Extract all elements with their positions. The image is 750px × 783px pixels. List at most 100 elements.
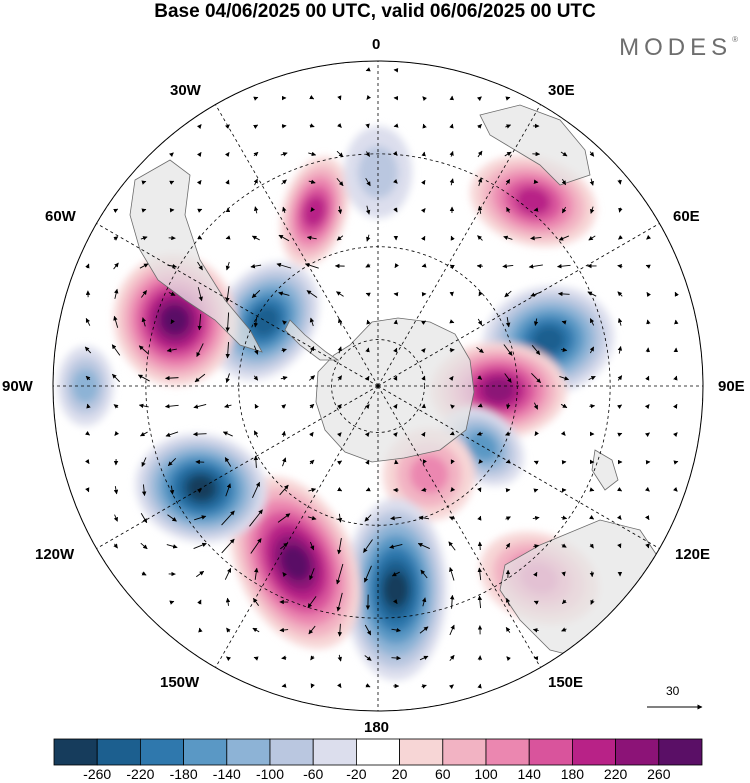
wind-vector [253, 430, 259, 438]
lon-label-90w: 90W [2, 378, 33, 395]
wind-vector [617, 404, 622, 410]
wind-vector [140, 431, 148, 437]
wind-vector [421, 320, 427, 325]
wind-vector [86, 403, 91, 409]
wind-vector [588, 375, 596, 381]
colorbar-swatch [528, 738, 573, 766]
lon-label-60e: 60E [673, 208, 700, 225]
wind-vector [281, 348, 287, 353]
colorbar-tick-label: 60 [435, 766, 451, 782]
wind-vector [198, 627, 203, 633]
wind-vector [337, 654, 342, 662]
wind-vector [225, 341, 230, 359]
wind-vector [505, 542, 511, 550]
wind-vector [477, 177, 483, 187]
lon-label-30e: 30E [548, 82, 575, 99]
wind-vector [196, 124, 202, 130]
wind-vector [112, 373, 120, 383]
wind-vector [221, 538, 235, 554]
wind-vector [337, 404, 342, 409]
wind-vector [84, 459, 90, 465]
wind-vector [306, 235, 317, 241]
wind-vector [393, 123, 399, 128]
wind-vector [560, 403, 568, 409]
wind-vector [506, 207, 511, 213]
wind-vector [226, 627, 231, 633]
wind-vector [84, 346, 92, 354]
colorbar-tick-label: -180 [169, 766, 198, 782]
wind-vector [309, 317, 315, 327]
wind-vector [502, 263, 514, 269]
wind-vector [587, 291, 597, 297]
wind-vector [225, 373, 230, 383]
wind-vector [505, 516, 511, 521]
lon-label-150w: 150W [160, 674, 200, 691]
wind-vector [505, 431, 511, 436]
wind-vector [310, 206, 316, 212]
wind-vector [225, 483, 231, 497]
wind-vector [477, 567, 482, 581]
wind-vector [309, 375, 316, 381]
wind-vector [365, 205, 371, 215]
wind-vector [448, 541, 456, 551]
wind-vector [310, 655, 315, 661]
wind-vector [225, 286, 230, 303]
wind-vector [225, 261, 231, 271]
wind-vector [589, 487, 595, 492]
wind-vector [530, 235, 542, 241]
wind-vector [225, 597, 231, 606]
wind-vector [221, 510, 235, 526]
wind-vector [477, 205, 483, 214]
wind-vector [336, 563, 344, 585]
wind-vector [417, 543, 430, 549]
wind-vector [164, 404, 179, 409]
wind-vector [646, 234, 652, 240]
wind-vector [477, 318, 483, 326]
wind-vector [141, 484, 147, 497]
anomaly-cell [57, 346, 114, 426]
wind-vector [85, 317, 91, 326]
wind-vector [618, 235, 623, 240]
wind-vector [141, 457, 147, 467]
wind-vector [674, 319, 679, 325]
wind-vector [561, 515, 568, 520]
wind-vector [450, 404, 456, 410]
wind-vector [528, 264, 543, 269]
wind-vector [141, 571, 147, 576]
wind-vector [364, 565, 372, 583]
wind-vector [282, 206, 287, 214]
wind-vector [197, 599, 202, 605]
wind-vector [113, 543, 118, 549]
wind-vector [533, 488, 539, 493]
wind-vector [450, 459, 455, 465]
wind-vector [196, 180, 202, 185]
wind-vector [364, 655, 372, 661]
wind-vector [449, 567, 455, 581]
wind-vector [276, 262, 292, 269]
wind-vector [281, 683, 287, 688]
wind-vector [337, 623, 343, 637]
wind-vector [449, 291, 454, 297]
wind-vector [337, 206, 343, 215]
map-title: Base 04/06/2025 00 UTC, valid 06/06/2025… [154, 1, 596, 22]
wind-vector [646, 319, 651, 325]
wind-vector [140, 542, 148, 550]
wind-vector [449, 319, 455, 324]
wind-vector [197, 208, 203, 213]
wind-vector [308, 179, 316, 184]
wind-vector [337, 460, 343, 466]
wind-vector [166, 347, 177, 353]
polar-stereographic-map [52, 60, 704, 712]
wind-vector [589, 178, 595, 186]
wind-vector [419, 626, 429, 634]
wind-vector [505, 597, 511, 606]
colorbar-swatch [269, 738, 314, 766]
map-disc [53, 61, 703, 711]
wind-vector [309, 459, 315, 465]
wind-vector [674, 291, 679, 297]
wind-vector [533, 544, 540, 549]
wind-vector [281, 124, 287, 129]
wind-vector [336, 683, 342, 689]
wind-vector [225, 179, 230, 185]
colorbar-swatch [485, 738, 530, 766]
